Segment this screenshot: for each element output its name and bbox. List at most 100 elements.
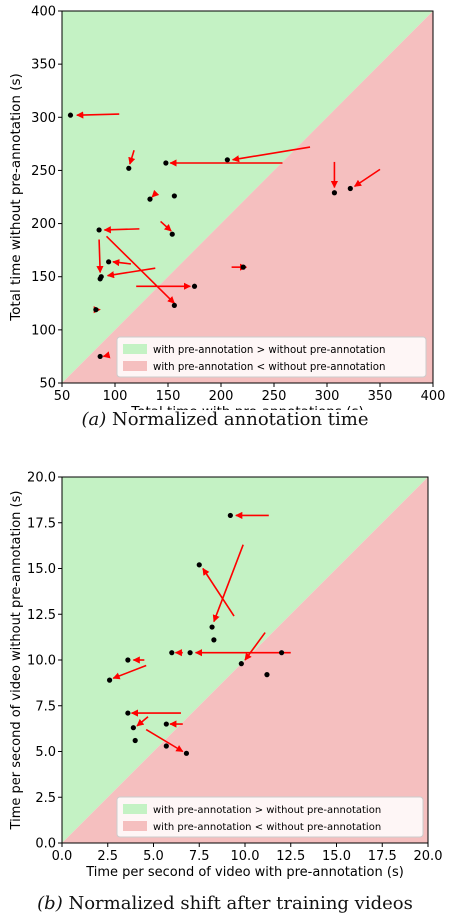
y-tick-label: 250 [31,164,56,179]
y-tick-label: 10.0 [27,654,56,669]
caption-b-label: (b) [37,893,63,914]
y-tick-label: 17.5 [27,516,56,531]
shift-arrow [353,168,381,188]
y-tick-label: 12.5 [27,608,56,623]
shift-arrow [102,351,111,359]
legend: with pre-annotation > without pre-annota… [116,336,427,378]
legend-entry-label: with pre-annotation > without pre-annota… [153,345,385,356]
data-point [196,562,202,568]
data-point [125,710,131,716]
data-point [169,650,175,656]
y-tick-label: 2.5 [35,791,56,806]
data-point [126,165,132,171]
data-point [264,672,270,678]
shift-arrow [202,567,235,617]
shift-arrow [112,259,131,267]
data-point [331,190,338,196]
caption-a: (a) Normalized annotation time [0,409,450,430]
data-point [227,512,233,519]
y-tick-label: 15.0 [27,562,56,577]
plot-frame [61,10,434,384]
x-tick-label: 7.5 [189,849,210,864]
y-axis-label: Time per second of video without pre-ann… [9,491,24,831]
legend-entry-label: with pre-annotation > without pre-annota… [153,805,381,816]
data-point [97,353,103,360]
x-tick-label: 400 [421,389,446,404]
legend: with pre-annotation > without pre-annota… [116,796,424,838]
shift-arrow [244,632,266,661]
x-tick-label: 250 [262,389,287,404]
legend-box [116,336,427,378]
x-tick-label: 12.5 [276,849,305,864]
y-tick-label: 0.0 [35,837,56,852]
shift-arrow [112,664,147,680]
data-point [171,302,177,309]
shift-arrow [103,226,140,234]
data-point [67,112,74,118]
data-point [347,185,353,192]
legend-swatch [123,361,147,371]
shift-arrow [151,189,160,198]
shift-arrow [231,146,311,163]
data-point [130,725,136,731]
shift-arrow [145,728,184,753]
y-tick-label: 20.0 [27,471,56,486]
y-tick-label: 7.5 [35,699,56,714]
data-point [163,743,169,749]
data-point [211,637,217,643]
x-tick-label: 200 [209,389,234,404]
data-point [97,276,103,282]
x-axis-label: Time per second of video with pre-annota… [85,865,404,880]
x-tick-label: 5.0 [143,849,164,864]
x-tick-label: 20.0 [414,849,443,864]
shift-arrow [106,267,156,279]
y-tick-label: 50 [39,377,56,392]
data-point [209,624,215,630]
data-point [279,650,285,656]
data-point [96,227,102,233]
y-tick-label: 300 [31,111,56,126]
x-tick-label: 100 [103,389,128,404]
x-tick-label: 2.5 [97,849,118,864]
y-tick-label: 150 [31,270,56,285]
data-point [224,157,230,163]
data-point [238,661,244,667]
legend-entry-label: with pre-annotation < without pre-annota… [153,822,381,833]
y-tick-label: 200 [31,217,56,232]
data-point [191,283,198,289]
x-tick-label: 17.5 [368,849,397,864]
caption-b: (b) Normalized shift after training vide… [0,893,450,914]
shift-arrow [212,544,244,623]
chart-normalized-shift: 0.0 2.5 5.0 7.5 10.0 12.5 15.0 17.5 20.0 0.0 2.5 5.… [9,471,443,881]
data-point [163,160,169,166]
data-point [93,307,99,313]
x-tick-label: 300 [315,389,340,404]
x-tick-label: 0.0 [52,849,73,864]
data-point [147,196,153,202]
legend-swatch [123,804,147,814]
x-tick-label: 15.0 [322,849,351,864]
data-point [163,721,169,727]
y-axis-label: Total time without pre-annotation (s) [8,73,24,322]
region-lower [62,11,433,383]
caption-a-text: Normalized annotation time [106,409,369,430]
y-tick-label: 100 [31,323,56,338]
shift-arrow [76,111,120,119]
shift-arrow [136,716,149,727]
y-tick-label: 5.0 [35,745,56,760]
data-point [183,750,190,756]
x-tick-label: 50 [54,389,71,404]
y-tick-label: 400 [31,5,56,20]
legend-entry-label: with pre-annotation < without pre-annota… [153,362,385,373]
shift-arrow [160,220,172,232]
shift-arrow [96,239,104,274]
x-tick-label: 350 [368,389,393,404]
data-point [169,231,175,237]
data-point [171,193,177,199]
data-point [240,264,246,270]
chart-normalized-annotation-time: 50 100 150 200 250 300 350 400 50 100 150 200 250 300… [8,5,446,411]
legend-swatch [123,344,147,354]
caption-b-text: Normalized shift after training videos [62,893,413,914]
data-point [187,650,193,656]
caption-a-label: (a) [81,409,107,430]
